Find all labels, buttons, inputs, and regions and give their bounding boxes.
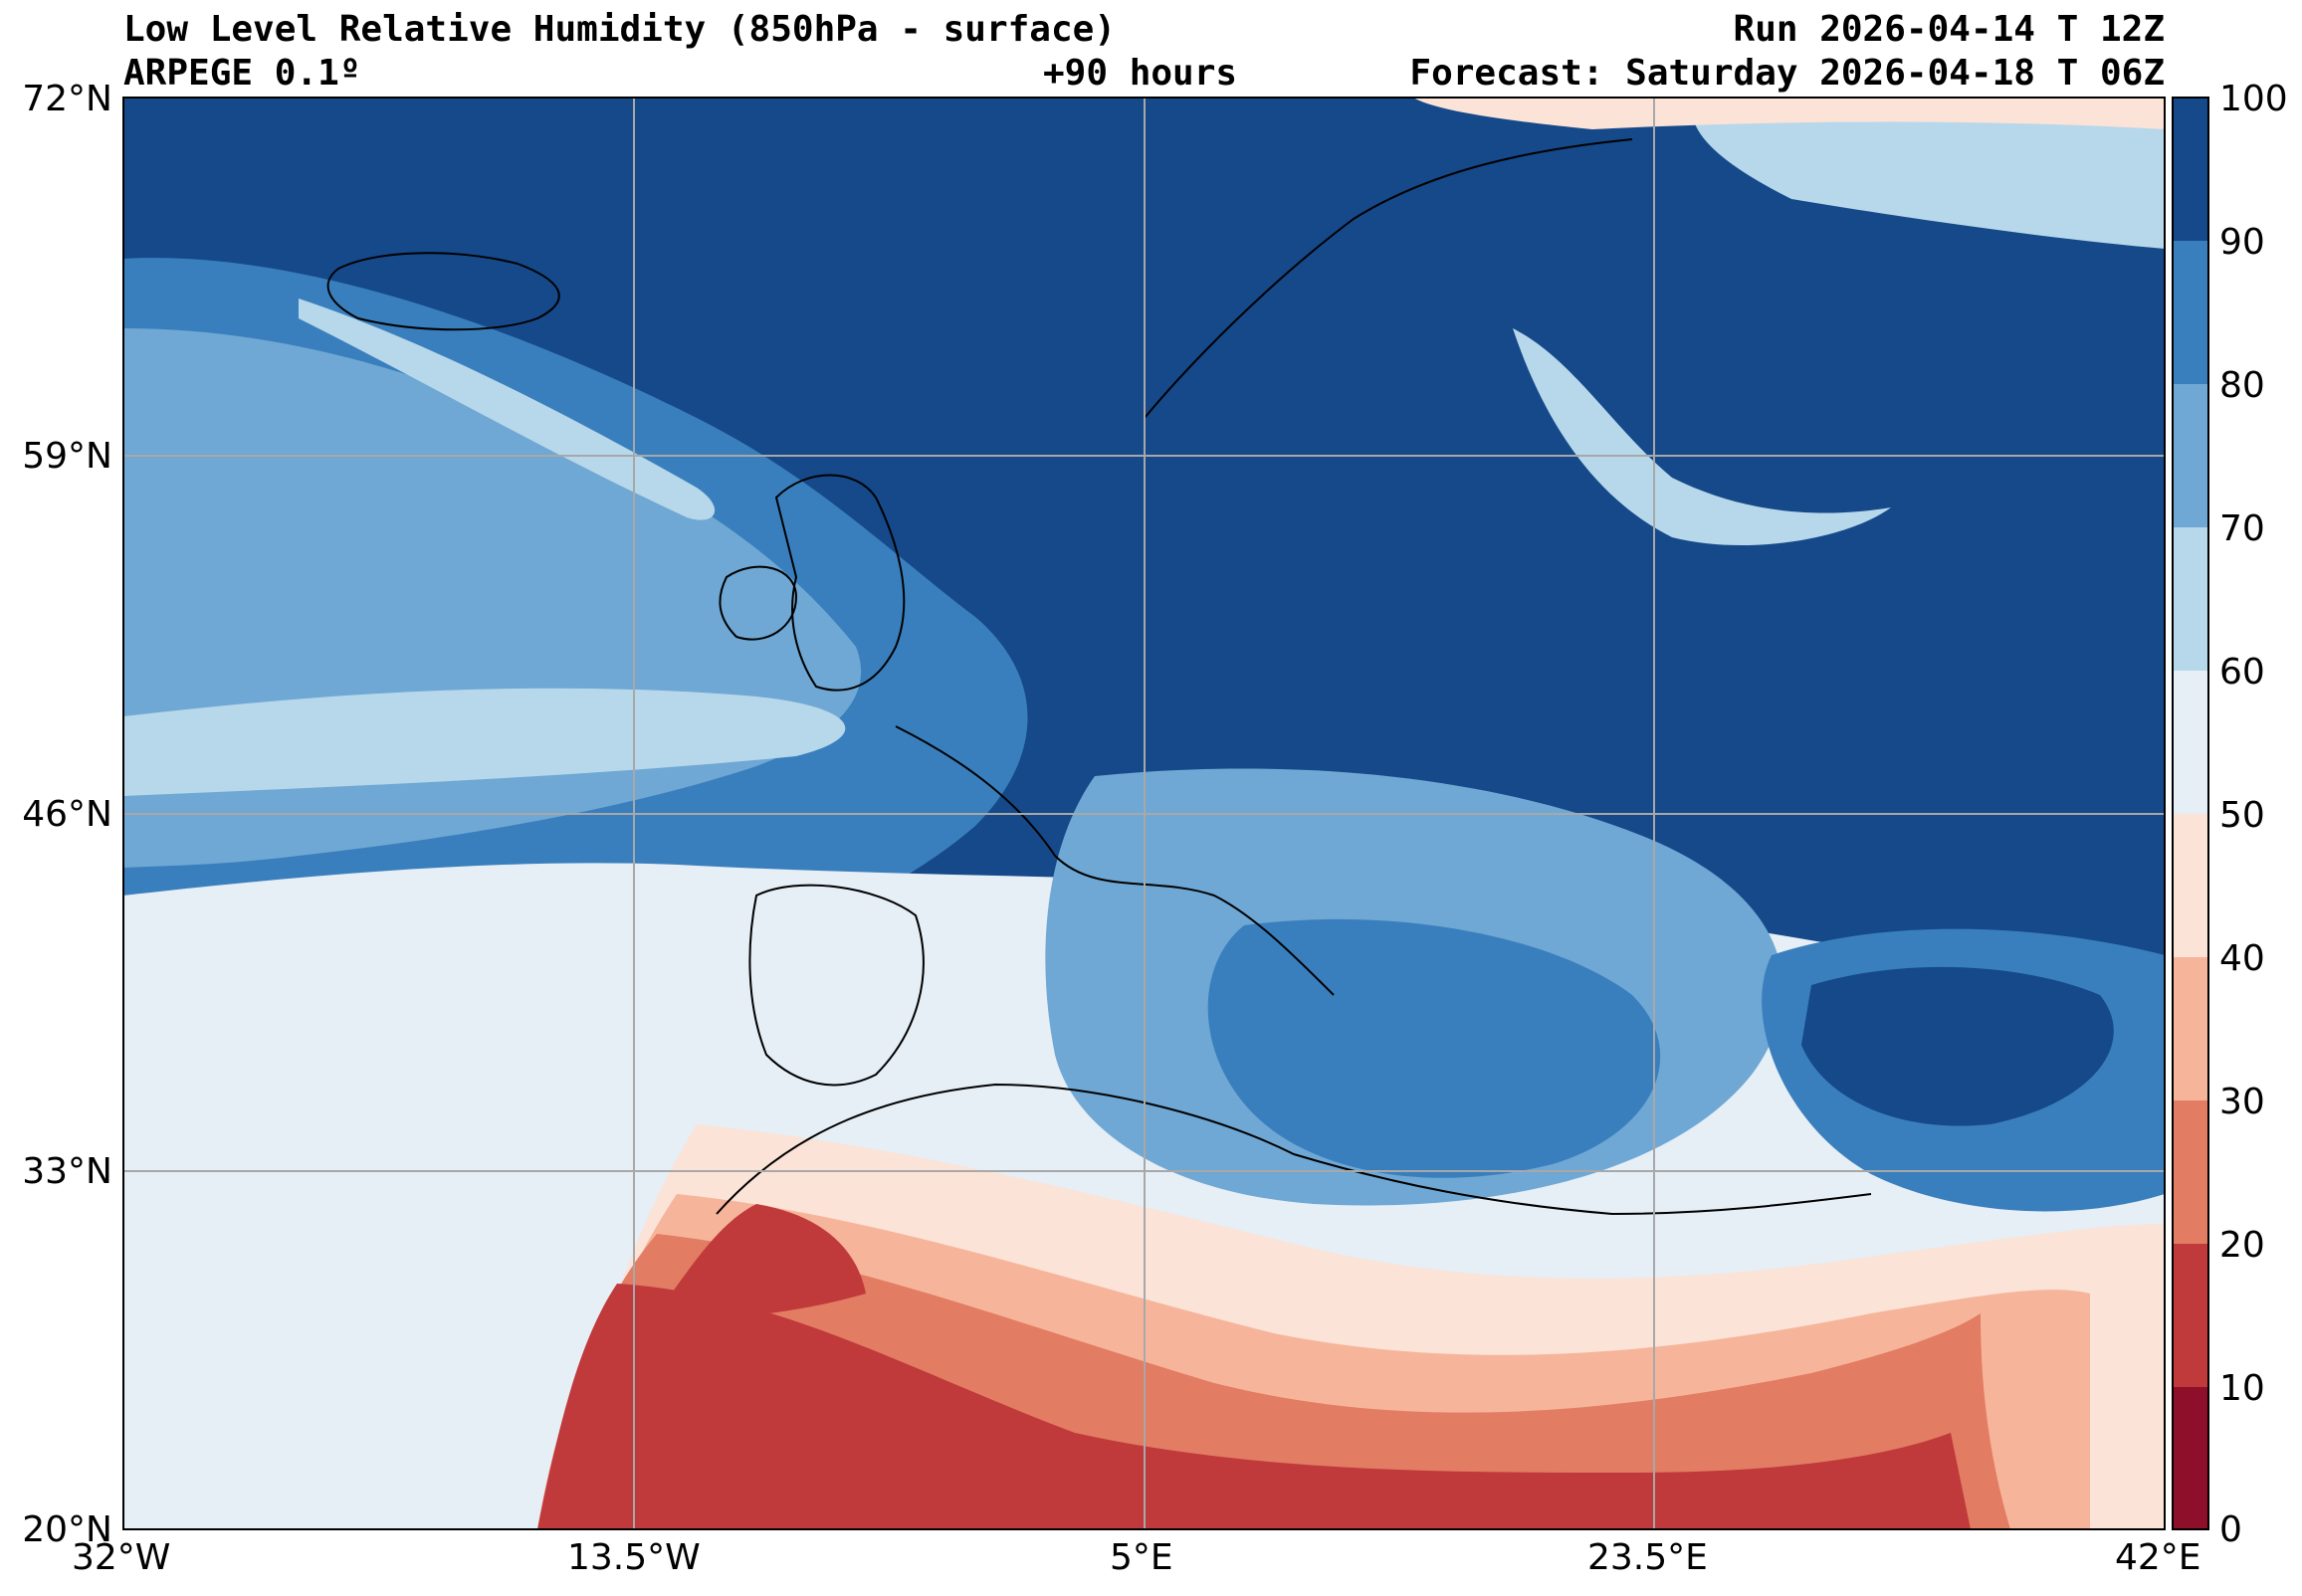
lon-tick-5e: 5°E bbox=[1110, 1537, 1173, 1578]
iceland-coast bbox=[326, 252, 560, 331]
lat-tick-20: 20°N bbox=[22, 1509, 112, 1550]
british-isles-coast bbox=[774, 474, 906, 692]
iberia-coast bbox=[748, 884, 925, 1087]
colorbar-tick-90: 90 bbox=[2219, 222, 2265, 263]
coastlines bbox=[326, 138, 1872, 1216]
field-80-90-mediterranean bbox=[1207, 918, 1661, 1178]
lon-tick-42e: 42°E bbox=[2115, 1537, 2201, 1578]
lead-time-label: +90 hours bbox=[1043, 53, 1238, 94]
lat-tick-59: 59°N bbox=[22, 436, 112, 477]
colorbar-tick-20: 20 bbox=[2219, 1225, 2265, 1266]
colorbar-tick-40: 40 bbox=[2219, 938, 2265, 979]
colorbar-tick-10: 10 bbox=[2219, 1368, 2265, 1409]
forecast-valid-label: Forecast: Saturday 2026-04-18 T 06Z bbox=[1409, 53, 2165, 94]
colorbar-tick-100: 100 bbox=[2219, 79, 2288, 119]
lat-tick-33: 33°N bbox=[22, 1151, 112, 1192]
field-10-20-sahara bbox=[537, 1284, 1971, 1529]
colorbar-tick-50: 50 bbox=[2219, 795, 2265, 836]
lon-tick-23-5e: 23.5°E bbox=[1587, 1537, 1708, 1578]
lon-tick-32w: 32°W bbox=[72, 1537, 171, 1578]
africa-coast bbox=[716, 1083, 1872, 1216]
field-60-70-baltic bbox=[1513, 328, 1891, 546]
norway-coast bbox=[1144, 138, 1633, 419]
colorbar-tick-30: 30 bbox=[2219, 1082, 2265, 1122]
colorbar bbox=[2172, 97, 2209, 1530]
field-10-20-morocco bbox=[657, 1204, 866, 1317]
field-90-100-turkey bbox=[1801, 966, 2114, 1126]
run-label: Run 2026-04-14 T 12Z bbox=[1733, 9, 2165, 50]
europe-coast bbox=[895, 725, 1335, 996]
colorbar-tick-80: 80 bbox=[2219, 365, 2265, 406]
map-title: Low Level Relative Humidity (850hPa - su… bbox=[123, 9, 1116, 50]
map-frame bbox=[122, 97, 2166, 1530]
lat-tick-72: 72°N bbox=[22, 79, 112, 119]
colorbar-tick-60: 60 bbox=[2219, 652, 2265, 693]
colorbar-tick-70: 70 bbox=[2219, 508, 2265, 549]
lat-tick-46: 46°N bbox=[22, 794, 112, 835]
field-60-70-streak bbox=[299, 299, 716, 520]
field-40-50-lapland bbox=[1413, 98, 2165, 129]
colorbar-tick-0: 0 bbox=[2219, 1509, 2242, 1550]
gridlines bbox=[123, 98, 2165, 1529]
field-60-70-eastern bbox=[1692, 105, 2165, 249]
model-label: ARPEGE 0.1º bbox=[123, 53, 361, 94]
ireland-coast bbox=[719, 565, 798, 641]
lon-tick-13-5w: 13.5°W bbox=[567, 1537, 701, 1578]
field-60-70-streak-2 bbox=[123, 688, 846, 796]
